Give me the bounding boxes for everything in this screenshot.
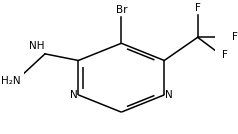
Text: F: F bbox=[232, 32, 238, 42]
Text: F: F bbox=[195, 3, 201, 14]
Text: H₂N: H₂N bbox=[0, 76, 20, 86]
Text: N: N bbox=[165, 90, 173, 100]
Text: F: F bbox=[223, 50, 228, 59]
Text: N: N bbox=[70, 90, 77, 100]
Text: Br: Br bbox=[116, 5, 127, 15]
Text: NH: NH bbox=[29, 41, 44, 51]
